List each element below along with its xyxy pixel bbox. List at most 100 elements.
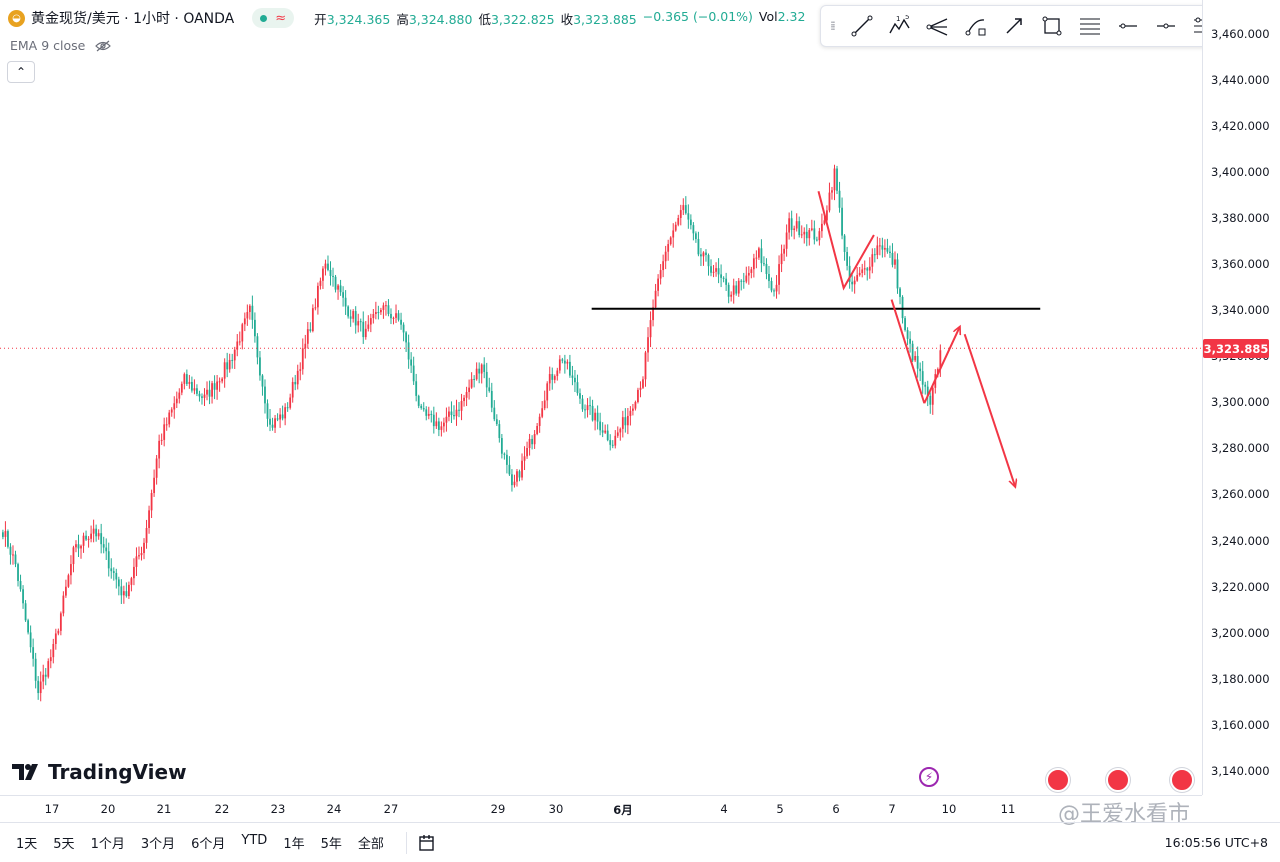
candle-body: [853, 280, 856, 285]
candle-body: [87, 538, 90, 540]
candle-body: [148, 510, 150, 528]
candle-body: [707, 254, 710, 267]
arrow-icon[interactable]: [995, 6, 1033, 46]
range-button[interactable]: 1个月: [90, 837, 125, 852]
candle-body: [281, 414, 284, 419]
candle-body: [742, 280, 745, 282]
candle-body: [503, 453, 506, 455]
candle-body: [34, 658, 37, 681]
candle-body: [584, 409, 586, 411]
market-status-pill[interactable]: ≈: [252, 8, 295, 28]
candle-body: [357, 321, 360, 326]
range-button[interactable]: 1年: [283, 837, 305, 852]
price-axis[interactable]: 3,460.000 3,440.000 3,420.000 3,400.000 3,38…: [1202, 0, 1280, 795]
candle-body: [878, 245, 881, 247]
wave-path-annotation[interactable]: [817, 191, 875, 291]
candle-body: [369, 318, 372, 325]
candle-body: [82, 535, 85, 546]
fib-retracement-icon[interactable]: [1071, 6, 1109, 46]
candle-body: [775, 284, 778, 292]
candle-body: [586, 405, 589, 411]
projection-arrow[interactable]: [923, 327, 959, 404]
candle-body: [178, 392, 181, 399]
time-tick-label: 24: [326, 802, 342, 816]
candle-body: [395, 313, 397, 318]
price-tick-label: 3,420.000: [1211, 118, 1270, 133]
range-button[interactable]: 6个月: [191, 837, 226, 852]
candle-body: [747, 272, 750, 276]
price-line-icon[interactable]: [1147, 6, 1185, 46]
price-chart[interactable]: [0, 0, 1202, 795]
pitchfork-icon[interactable]: [919, 6, 957, 46]
candle-body: [261, 375, 264, 387]
tradingview-logo[interactable]: TradingView: [12, 760, 187, 784]
bolt-icon[interactable]: ⚡: [919, 767, 939, 787]
price-tick-label: 3,460.000: [1211, 26, 1270, 41]
time-tick-label: 10: [941, 802, 957, 816]
candle-body: [831, 190, 833, 193]
candle-body: [815, 239, 818, 241]
candle-body: [37, 680, 40, 694]
time-tick-label: 6: [832, 802, 840, 816]
us-flag-icon[interactable]: [1106, 768, 1130, 792]
candle-body: [682, 205, 685, 211]
candle-body: [715, 268, 717, 272]
candle-body: [188, 381, 191, 384]
range-button[interactable]: 5天: [53, 837, 75, 852]
candle-body: [67, 575, 70, 587]
candle-body: [609, 440, 612, 445]
candle-body: [4, 531, 7, 537]
candle-body: [909, 338, 911, 344]
candle-body: [838, 190, 841, 208]
candle-body: [652, 307, 654, 321]
candle-body: [899, 288, 901, 297]
ohlc-label: Vol: [758, 8, 778, 24]
candle-body: [286, 407, 289, 409]
candle-body: [458, 409, 460, 411]
candle-body: [732, 285, 735, 295]
candle-body: [364, 328, 367, 338]
time-axis[interactable]: 17 20 21 22 23 24 27 29 30 6月 4 5 6 7 10 11: [0, 795, 1202, 823]
candle-body: [866, 268, 869, 271]
indicator-legend[interactable]: EMA 9 close: [10, 38, 112, 53]
curve-icon[interactable]: [957, 6, 995, 46]
candle-body: [536, 425, 539, 435]
us-flag-icon[interactable]: [1046, 768, 1070, 792]
candle-body: [463, 397, 465, 402]
eye-off-icon[interactable]: [95, 40, 112, 52]
wave-path-annotation[interactable]: [890, 299, 926, 404]
calendar-range-icon[interactable]: [417, 833, 437, 853]
candle-body: [931, 387, 934, 405]
candle-body: [218, 381, 221, 383]
candle-body: [848, 265, 851, 282]
candle-body: [306, 329, 309, 344]
collapse-legend-button[interactable]: ⌃: [7, 61, 35, 83]
candle-body: [453, 415, 455, 417]
candle-body: [649, 320, 652, 338]
drag-handle-icon[interactable]: ⁞⁞: [830, 19, 836, 33]
trend-line-icon[interactable]: [843, 6, 881, 46]
candle-body: [158, 440, 161, 459]
candle-body: [206, 389, 208, 395]
us-flag-icon[interactable]: [1170, 768, 1194, 792]
horizontal-ray-icon[interactable]: [1109, 6, 1147, 46]
candle-body: [445, 416, 448, 423]
projection-arrow[interactable]: [963, 333, 1015, 486]
range-button[interactable]: 5年: [320, 837, 342, 852]
candle-body: [216, 381, 218, 390]
rectangle-icon[interactable]: [1033, 6, 1071, 46]
range-button[interactable]: 全部: [357, 837, 384, 852]
candle-body: [669, 237, 672, 245]
range-button[interactable]: 3个月: [140, 837, 176, 852]
range-button[interactable]: 1天: [16, 837, 38, 852]
candle-body: [95, 528, 98, 537]
candle-body: [581, 398, 584, 410]
symbol-title[interactable]: 黄金现货/美元 · 1小时 · OANDA: [31, 11, 235, 27]
candle-body: [228, 359, 231, 370]
clock[interactable]: 16:05:56 UTC+8: [1164, 835, 1268, 850]
range-button[interactable]: YTD: [241, 833, 268, 848]
candle-body: [117, 579, 120, 587]
candle-body: [128, 584, 130, 597]
candle-body: [380, 309, 382, 313]
